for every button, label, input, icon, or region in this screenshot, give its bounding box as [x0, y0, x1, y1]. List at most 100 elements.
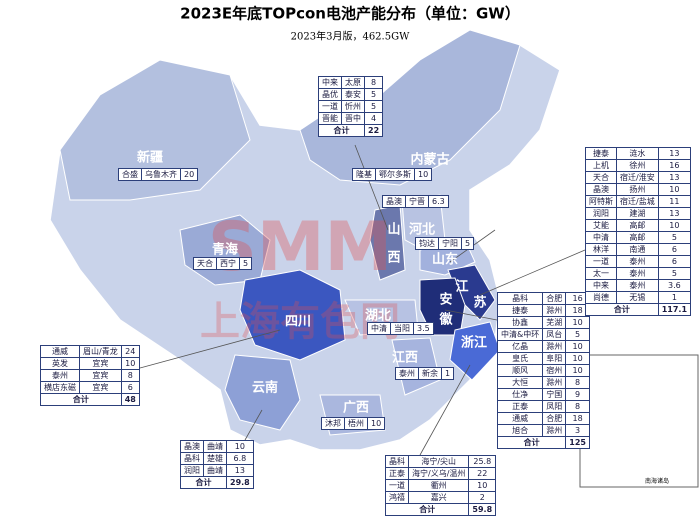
capacity-table: 通威 眉山/青龙 24 英发 宜宾 10 泰州 宜宾 8 横店东磁 宜宾 6 合计 48: [40, 345, 140, 406]
table-row: 晶澳 宁晋 6.3: [382, 195, 449, 208]
table-cell: 曲靖: [203, 464, 227, 477]
table-cell: 协鑫: [496, 316, 544, 329]
table-cell: 通威: [496, 412, 544, 425]
table-row: 横店东磁 宜宾 6: [40, 381, 140, 394]
table-cell: 天合: [193, 257, 217, 270]
table-cell: 鸿禧: [385, 491, 409, 504]
table-cell: 13: [657, 207, 692, 220]
capacity-table: 泰州 新余 1: [395, 367, 455, 380]
table-cell: 10: [657, 219, 692, 232]
table-cell: 5: [460, 237, 475, 250]
table-cell: 鄂尔多斯: [375, 168, 415, 181]
table-cell: 2: [468, 491, 497, 504]
table-cell: 太一: [585, 267, 617, 280]
table-cell: 芜湖: [542, 316, 567, 329]
table-cell: 曲靖: [203, 440, 227, 453]
table-row: 隆基 鄂尔多斯 10: [352, 168, 433, 181]
table-cell: 亿晶: [496, 340, 544, 353]
table-cell: 6: [657, 243, 692, 256]
table-row: 亿晶 滁州 10: [496, 340, 590, 353]
total-row: 合计 117.1: [585, 303, 692, 316]
table-cell: 6: [120, 381, 140, 394]
region-label: 青海: [212, 242, 238, 258]
table-cell: 泰州: [40, 369, 80, 382]
zhejiang: [449, 321, 501, 381]
table-row: 捷泰 滁州 18: [496, 304, 590, 317]
table-cell: 中来: [318, 76, 342, 89]
total-row: 合计 48: [40, 393, 140, 406]
table-cell: 6.3: [428, 195, 449, 208]
title: 2023E年底TOPcon电池产能分布（单位：GW）: [180, 5, 520, 23]
table-cell: 10: [565, 364, 590, 377]
table-cell: 5: [657, 267, 692, 280]
table-cell: 英发: [40, 357, 80, 370]
table-cell: 16: [657, 159, 692, 172]
table-cell: 宁阳: [438, 237, 462, 250]
table-cell: 无锡: [616, 291, 659, 304]
table-cell: 正泰: [496, 400, 544, 413]
region-label: 广西: [343, 400, 369, 416]
table-row: 晶科 海宁/尖山 25.8: [385, 455, 497, 468]
total-row: 合计 125: [496, 436, 590, 449]
region-label: 徽: [438, 312, 453, 328]
table-row: 协鑫 芜湖 10: [496, 316, 590, 329]
table-cell: 宿迁/淮安: [616, 171, 659, 184]
table-cell: 10: [120, 357, 140, 370]
table-cell: 13: [657, 147, 692, 160]
table-row: 艾能 高邮 10: [585, 219, 692, 232]
table-cell: 5: [565, 328, 590, 341]
table-row: 上机 徐州 16: [585, 159, 692, 172]
table-row: 通威 眉山/青龙 24: [40, 345, 140, 358]
table-cell: 中清: [585, 231, 617, 244]
table-row: 中来 泰州 3.6: [585, 279, 692, 292]
table-cell: 13: [657, 171, 692, 184]
table-row: 大恒 滁州 8: [496, 376, 590, 389]
table-cell: 捷泰: [585, 147, 617, 160]
capacity-table: 晶科 合肥 16 捷泰 滁州 18 协鑫 芜湖 10 中清&中环 凤台 5 亿晶 滁州 10 皇氏 阜阳 10 顺风…: [496, 292, 590, 449]
table-row: 阿特斯 宿迁/盐城 11: [585, 195, 692, 208]
capacity-table: 隆基 鄂尔多斯 10: [352, 168, 433, 181]
table-row: 通威 合肥 18: [496, 412, 590, 425]
capacity-table: 晶澳 曲靖 10 晶科 楚雄 6.8 润阳 曲靖 13 合计 29.8: [180, 440, 254, 489]
table-cell: 钧达: [415, 237, 439, 250]
table-cell: 忻州: [341, 100, 365, 113]
inset-label: 南海诸岛: [645, 477, 669, 485]
table-cell: 滁州: [542, 340, 567, 353]
table-cell: 梧州: [344, 417, 368, 430]
table-cell: 大恒: [496, 376, 544, 389]
table-cell: 晶澳: [585, 183, 617, 196]
table-row: 润阳 曲靖 13: [180, 464, 254, 477]
table-cell: 10: [366, 417, 386, 430]
table-row: 一道 忻州 5: [318, 100, 384, 113]
table-cell: 合肥: [542, 292, 567, 305]
table-cell: 8: [565, 400, 590, 413]
region-label: 苏: [473, 295, 486, 311]
table-cell: 仕净: [496, 388, 544, 401]
table-cell: 22: [468, 467, 497, 480]
watermark: SMM: [208, 208, 392, 287]
table-cell: 扬州: [616, 183, 659, 196]
table-cell: 6: [657, 255, 692, 268]
region-label: 河北: [409, 222, 435, 238]
table-row: 皇氏 阜阳 10: [496, 352, 590, 365]
table-cell: 合肥: [542, 412, 567, 425]
table-row: 沐邦 梧州 10: [321, 417, 386, 430]
table-cell: 滁州: [542, 304, 567, 317]
table-cell: 晶澳: [180, 440, 204, 453]
table-cell: 阜阳: [542, 352, 567, 365]
table-cell: 滁州: [542, 424, 567, 437]
yunnan: [224, 354, 301, 431]
table-cell: 泰州: [395, 367, 419, 380]
table-cell: 海宁/尖山: [407, 455, 470, 468]
table-row: 合盛 乌鲁木齐 20: [118, 168, 199, 181]
table-cell: 10: [657, 183, 692, 196]
table-row: 林洋 南通 6: [585, 243, 692, 256]
total-label: 合计: [40, 393, 122, 406]
table-cell: 晋中: [341, 112, 365, 125]
capacity-table: 晶澳 宁晋 6.3: [382, 195, 449, 208]
table-cell: 一道: [585, 255, 617, 268]
table-cell: 太原: [341, 76, 365, 89]
total-value: 48: [120, 393, 140, 406]
region-label: 内蒙古: [410, 152, 449, 168]
